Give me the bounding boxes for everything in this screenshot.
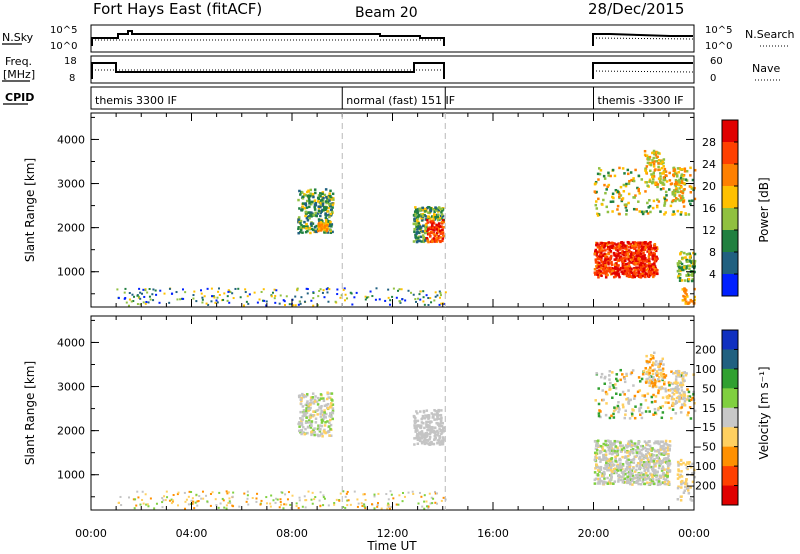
colorbar-swatch bbox=[722, 446, 738, 467]
nsearch-label: N.Search bbox=[745, 28, 795, 41]
y-tick-label: 3000 bbox=[57, 178, 85, 191]
colorbar-tick-label: 12 bbox=[702, 224, 716, 237]
cpid-segment-label: themis 3300 IF bbox=[95, 94, 177, 107]
colorbar-tick-label: −100 bbox=[686, 460, 716, 473]
colorbar-swatch bbox=[722, 388, 738, 409]
colorbar-tick-label: −50 bbox=[693, 441, 716, 454]
freq-tick-top: 18 bbox=[64, 56, 77, 67]
colorbar-swatch bbox=[722, 164, 738, 187]
colorbar-swatch bbox=[722, 427, 738, 448]
x-tick-label: 04:00 bbox=[176, 527, 208, 540]
frequency-panel: Freq. [MHz] 18 8 60 0 Nave bbox=[2, 55, 780, 84]
y-tick-label: 2000 bbox=[57, 425, 85, 438]
nave-tick-bottom: 0 bbox=[710, 73, 716, 84]
cpid-segment-label: normal (fast) 151 IF bbox=[346, 94, 455, 107]
x-tick-label: 20:00 bbox=[578, 527, 610, 540]
y-tick-label: 4000 bbox=[57, 133, 85, 146]
x-tick-label: 00:00 bbox=[678, 527, 710, 540]
x-tick-label: 16:00 bbox=[477, 527, 509, 540]
colorbar-tick-label: 15 bbox=[702, 402, 716, 415]
x-tick-label: 08:00 bbox=[276, 527, 308, 540]
colorbar-swatch bbox=[722, 368, 738, 389]
nsky-label: N.Sky bbox=[2, 31, 34, 44]
power-panel: 1000 2000 3000 4000 Slant Range [km] 28 24 20… bbox=[23, 112, 771, 308]
colorbar-tick-label: −15 bbox=[693, 421, 716, 434]
cpid-segment-label: themis -3300 IF bbox=[598, 94, 684, 107]
velocity-ylabel: Slant Range [km] bbox=[23, 361, 37, 465]
power-ylabel: Slant Range [km] bbox=[23, 158, 37, 262]
y-tick-label: 1000 bbox=[57, 266, 85, 279]
colorbar-swatch bbox=[722, 330, 738, 350]
colorbar-tick-label: 50 bbox=[702, 382, 716, 395]
nave-tick-top: 60 bbox=[710, 56, 723, 67]
colorbar-swatch bbox=[722, 252, 738, 275]
freq-unit-label: [MHz] bbox=[3, 68, 35, 81]
colorbar-swatch bbox=[722, 274, 738, 297]
colorbar-swatch bbox=[722, 186, 738, 209]
colorbar-tick-label: 24 bbox=[702, 158, 716, 171]
nsky-trace bbox=[91, 30, 693, 46]
colorbar-swatch bbox=[722, 407, 738, 428]
noise-tick-right-top: 10^5 bbox=[705, 25, 732, 36]
colorbar-swatch bbox=[722, 230, 738, 253]
date-label: 28/Dec/2015 bbox=[588, 0, 684, 18]
colorbar-tick-label: 20 bbox=[702, 180, 716, 193]
noise-panel: N.Sky 10^5 10^0 10^5 10^0 N.Search bbox=[2, 24, 795, 53]
nave-label: Nave bbox=[752, 62, 780, 75]
x-tick-label: 00:00 bbox=[75, 527, 107, 540]
noise-tick-right-bottom: 10^0 bbox=[705, 41, 732, 52]
y-tick-label: 1000 bbox=[57, 469, 85, 482]
x-tick-label: 12:00 bbox=[377, 527, 409, 540]
colorbar-tick-label: 16 bbox=[702, 202, 716, 215]
cpid-label: CPID bbox=[5, 91, 34, 104]
colorbar-swatch bbox=[722, 349, 738, 370]
beam-label: Beam 20 bbox=[355, 5, 418, 21]
y-tick-label: 3000 bbox=[57, 381, 85, 394]
time-axis-label: Time UT bbox=[366, 539, 417, 553]
colorbar-swatch bbox=[722, 142, 738, 165]
freq-tick-bottom: 8 bbox=[69, 73, 75, 84]
colorbar-tick-label: 8 bbox=[709, 246, 716, 259]
freq-label: Freq. bbox=[5, 55, 32, 68]
power-colorbar-label: Power [dB] bbox=[757, 177, 771, 242]
frequency-trace bbox=[91, 62, 693, 79]
colorbar-swatch bbox=[722, 466, 738, 487]
nsearch-trace bbox=[92, 37, 694, 41]
velocity-colorbar-label: Velocity [m s⁻¹] bbox=[757, 366, 771, 459]
station-title: Fort Hays East (fitACF) bbox=[93, 0, 262, 18]
velocity-panel: 1000 2000 3000 4000 Slant Range [km] 200 100… bbox=[23, 315, 771, 553]
colorbar-tick-label: 4 bbox=[709, 268, 716, 281]
colorbar-swatch bbox=[722, 208, 738, 231]
colorbar-tick-label: 28 bbox=[702, 136, 716, 149]
colorbar-swatch bbox=[722, 120, 738, 143]
colorbar-swatch bbox=[722, 485, 738, 506]
colorbar-tick-label: −200 bbox=[686, 480, 716, 493]
y-tick-label: 2000 bbox=[57, 222, 85, 235]
colorbar-tick-label: 200 bbox=[695, 343, 716, 356]
noise-tick-left-bottom: 10^0 bbox=[50, 41, 77, 52]
noise-tick-left-top: 10^5 bbox=[50, 25, 77, 36]
y-tick-label: 4000 bbox=[57, 336, 85, 349]
colorbar-tick-label: 100 bbox=[695, 363, 716, 376]
cpid-strip: CPID themis 3300 IF normal (fast) 151 IF t… bbox=[3, 86, 695, 110]
